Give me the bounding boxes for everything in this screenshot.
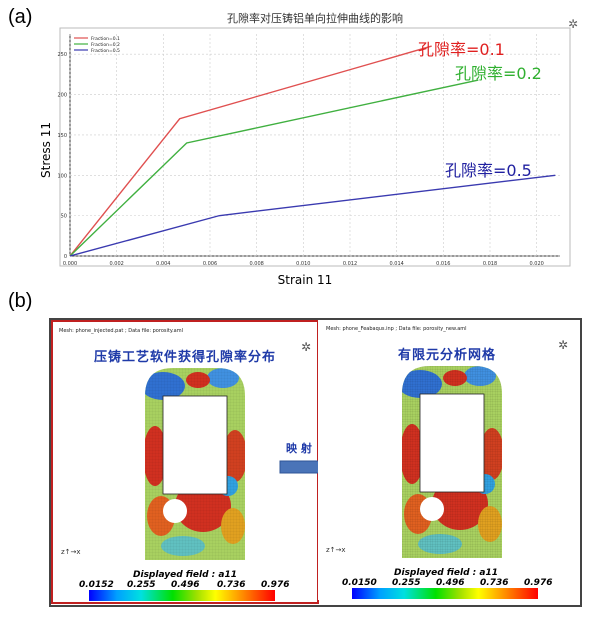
y-tick-label: 150 bbox=[57, 133, 67, 139]
x-axis-label: Strain 11 bbox=[278, 273, 333, 287]
series-line-2 bbox=[69, 174, 556, 257]
y-axis-label: Stress 11 bbox=[39, 122, 53, 178]
software-logo-icon: ✲ bbox=[557, 338, 568, 352]
right-colorbar-tick: 0.976 bbox=[524, 578, 553, 588]
chart-frame bbox=[59, 27, 571, 267]
right-colorbar-tick: 0.496 bbox=[436, 578, 465, 588]
left-colorbar-title: Displayed field : a11 bbox=[133, 570, 237, 580]
panel-label-a: (a) bbox=[8, 6, 33, 28]
x-tick-label: 0.020 bbox=[530, 261, 544, 267]
left-colorbar-tick: 0.255 bbox=[127, 580, 156, 590]
legend-entry-2: Fraction=0.5 bbox=[91, 48, 120, 54]
right-colorbar-tick: 0.736 bbox=[480, 578, 509, 588]
right-colorbar-tick: 0.255 bbox=[392, 578, 421, 588]
annotation-fraction-0.2: 孔隙率=0.2 bbox=[455, 64, 542, 83]
right-porosity-mesh bbox=[402, 366, 502, 558]
left-colorbar-tick: 0.496 bbox=[171, 580, 200, 590]
left-mesh-title: 压铸工艺软件获得孔隙率分布 bbox=[93, 350, 276, 365]
software-logo-icon: ✲ bbox=[300, 340, 311, 354]
right-mesh-title: 有限元分析网格 bbox=[397, 348, 496, 363]
series-line-0 bbox=[69, 45, 432, 257]
y-tick-label: 50 bbox=[61, 214, 67, 220]
software-logo-icon: ✲ bbox=[568, 17, 578, 31]
x-tick-label: 0.006 bbox=[203, 261, 217, 267]
stress-strain-chart: 0.000 0.002 0.004 0.006 0.008 0.010 0.012 0.014… bbox=[39, 11, 578, 287]
right-colorbar bbox=[352, 588, 538, 599]
left-mesh-meta: Mesh: phone_injected.pat ; Data file: po… bbox=[59, 328, 183, 334]
axis-triad-icon: z↑→x bbox=[61, 548, 81, 556]
left-porosity-mesh bbox=[145, 368, 245, 560]
x-tick-label: 0.004 bbox=[156, 261, 170, 267]
legend-entry-1: Fraction=0.2 bbox=[91, 42, 120, 48]
left-colorbar bbox=[89, 590, 275, 601]
y-tick-label: 250 bbox=[57, 52, 67, 58]
x-tick-label: 0.012 bbox=[343, 261, 357, 267]
right-mesh-panel: Mesh: phone_Feabaqus.inp ; Data file: po… bbox=[318, 320, 576, 600]
x-tick-label: 0.002 bbox=[110, 261, 124, 267]
panel-b-frame bbox=[49, 318, 582, 607]
x-tick-label: 0.014 bbox=[390, 261, 404, 267]
annotation-fraction-0.1: 孔隙率=0.1 bbox=[418, 40, 505, 59]
chart-title: 孔隙率对压铸铝单向拉伸曲线的影响 bbox=[227, 11, 403, 25]
x-tick-label: 0.000 bbox=[63, 261, 77, 267]
annotation-fraction-0.5: 孔隙率=0.5 bbox=[445, 161, 532, 180]
series-line-1 bbox=[69, 79, 479, 257]
legend-entry-0: Fraction=0.1 bbox=[91, 36, 120, 42]
x-tick-label: 0.016 bbox=[436, 261, 450, 267]
x-tick-label: 0.008 bbox=[250, 261, 264, 267]
grid-layer bbox=[69, 34, 560, 257]
y-tick-label: 100 bbox=[57, 173, 67, 179]
right-mesh-meta: Mesh: phone_Feabaqus.inp ; Data file: po… bbox=[326, 326, 467, 332]
mapping-label: 映 射 bbox=[286, 442, 312, 455]
x-tick-label: 0.010 bbox=[296, 261, 310, 267]
axis-triad-icon: z↑→x bbox=[326, 546, 346, 554]
y-tick-label: 0 bbox=[64, 254, 67, 260]
right-colorbar-tick: 0.0150 bbox=[342, 578, 377, 588]
x-tick-label: 0.018 bbox=[483, 261, 497, 267]
left-colorbar-tick: 0.0152 bbox=[79, 580, 114, 590]
series-layer bbox=[69, 45, 556, 257]
left-colorbar-tick: 0.976 bbox=[261, 580, 290, 590]
y-tick-label: 200 bbox=[57, 93, 67, 99]
right-colorbar-title: Displayed field : a11 bbox=[394, 568, 498, 578]
panel-label-b: (b) bbox=[8, 290, 33, 312]
left-colorbar-tick: 0.736 bbox=[217, 580, 246, 590]
tick-layer: 0.000 0.002 0.004 0.006 0.008 0.010 0.012 0.014… bbox=[57, 52, 543, 267]
